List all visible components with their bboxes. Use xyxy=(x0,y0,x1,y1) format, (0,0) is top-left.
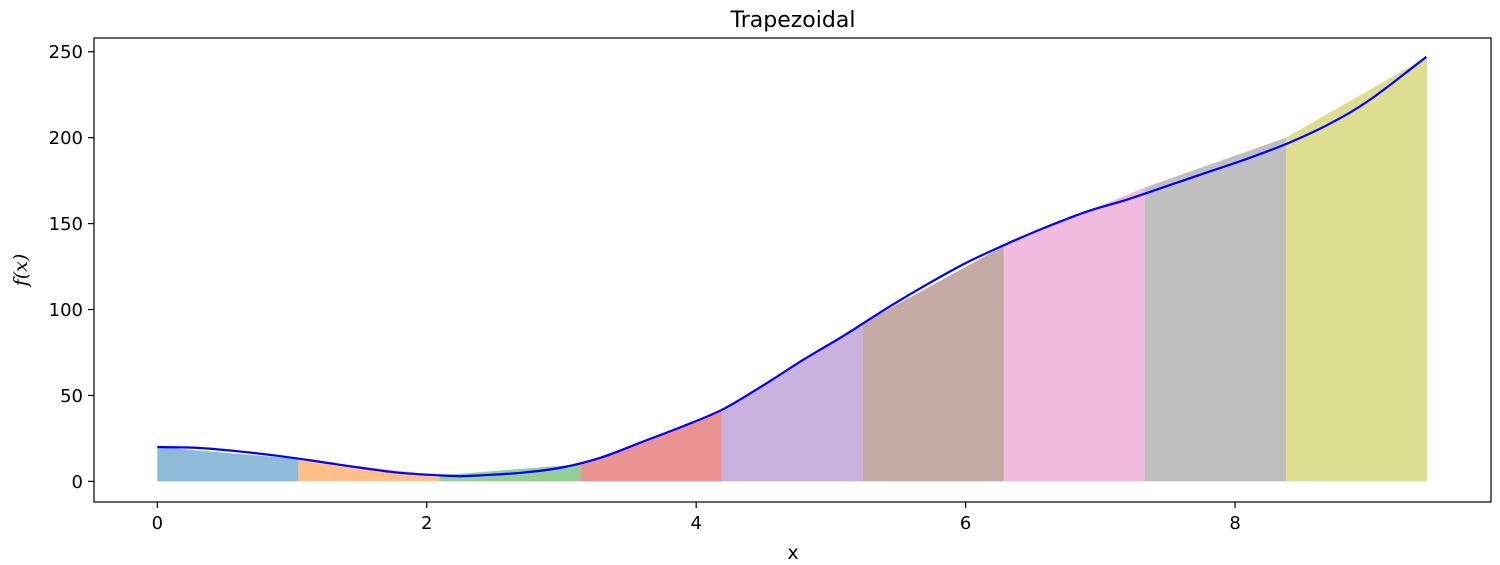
trapezoid-1 xyxy=(157,447,299,482)
function-curve-layer xyxy=(157,56,1428,478)
chart-title: Trapezoidal xyxy=(730,8,856,33)
plot-frame xyxy=(93,37,1492,503)
x-tick-label: 6 xyxy=(960,513,971,534)
trapezoid-areas xyxy=(157,56,1428,482)
y-tick-label: 250 xyxy=(49,42,83,63)
y-tick-label: 0 xyxy=(72,472,83,493)
x-tick-label: 2 xyxy=(421,513,432,534)
x-axis-ticks: 0 2 4 6 8 xyxy=(152,502,1241,534)
x-tick-label: 0 xyxy=(152,513,163,534)
y-tick-label: 200 xyxy=(49,128,83,149)
trapezoid-8 xyxy=(1144,137,1286,482)
trapezoid-5 xyxy=(721,323,863,482)
y-tick-label: 50 xyxy=(60,386,83,407)
trapezoid-4 xyxy=(580,410,722,482)
y-tick-label: 100 xyxy=(49,300,83,321)
x-tick-label: 4 xyxy=(690,513,701,534)
y-tick-label: 150 xyxy=(49,214,83,235)
x-tick-label: 8 xyxy=(1229,513,1240,534)
x-axis-label: x xyxy=(787,542,798,564)
trapezoid-7 xyxy=(1003,187,1145,482)
trapezoid-9 xyxy=(1285,56,1428,482)
function-curve xyxy=(157,56,1428,478)
y-axis-ticks: 0 50 100 150 200 250 xyxy=(49,42,94,493)
y-axis-label: f(x) xyxy=(10,254,32,289)
trapezoid-6 xyxy=(862,245,1004,482)
